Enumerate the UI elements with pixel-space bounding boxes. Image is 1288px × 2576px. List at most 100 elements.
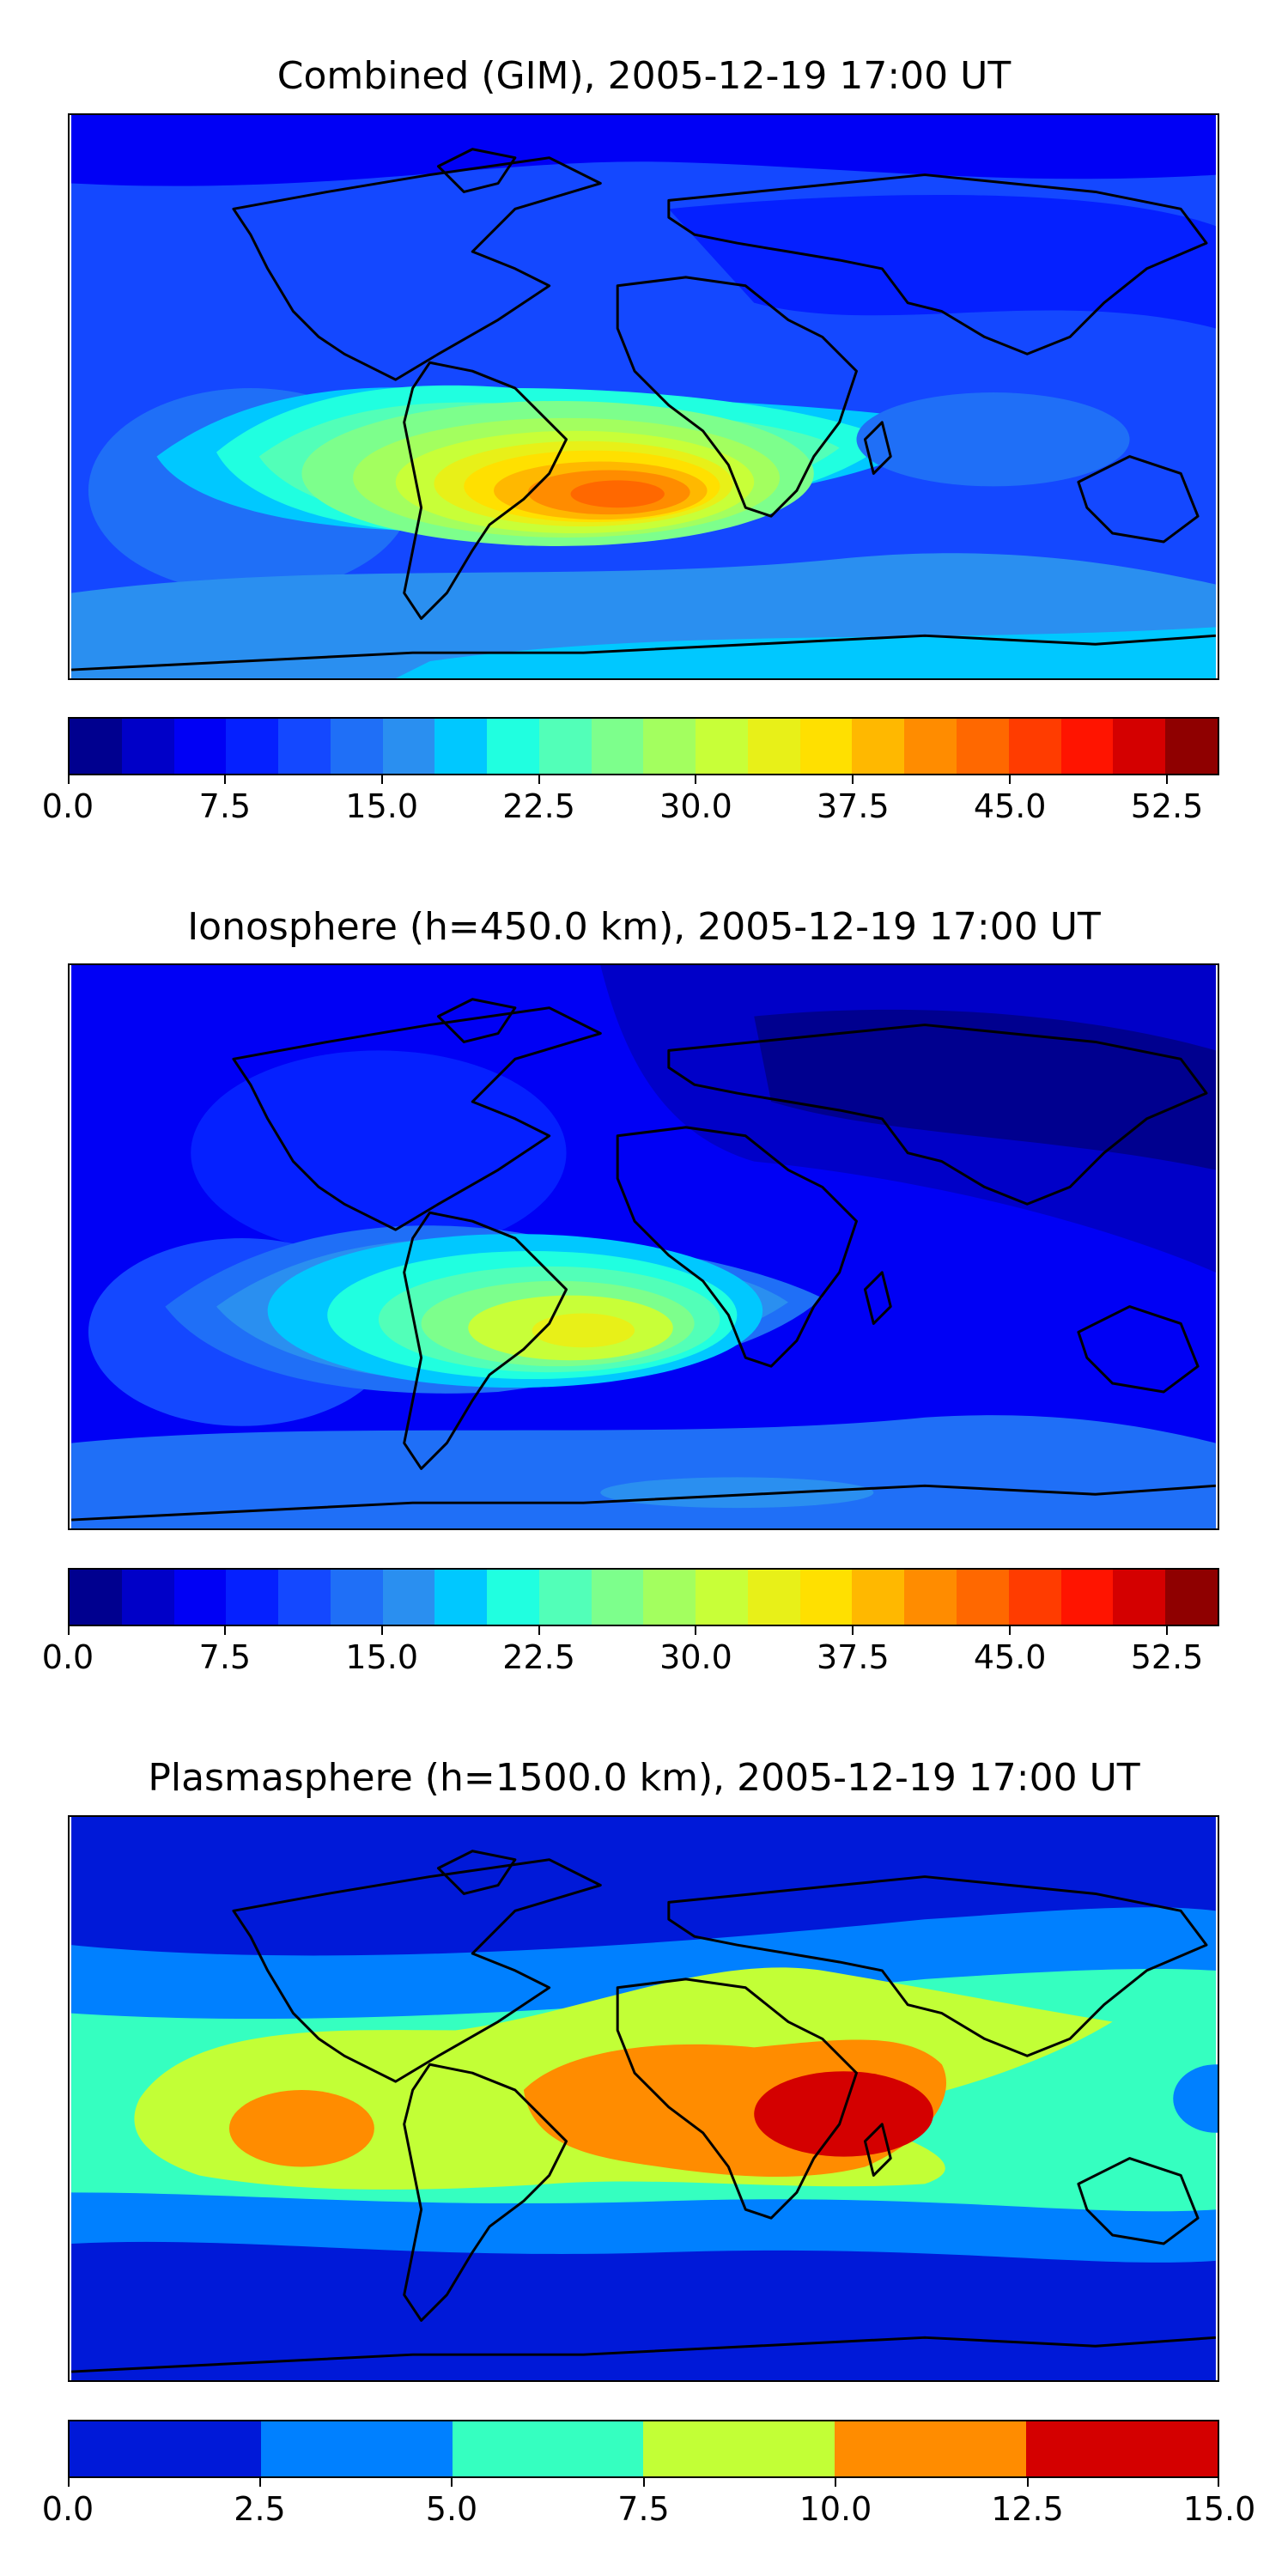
ionosphere-coastlines xyxy=(70,998,1217,1522)
ionosphere-colorbar-tick xyxy=(1166,1626,1169,1635)
plasmasphere-colorbar-segment xyxy=(452,2421,644,2476)
ionosphere-colorbar-tick xyxy=(380,1626,383,1635)
plasmasphere-colorbar xyxy=(68,2420,1219,2478)
plasmasphere-colorbar-tick xyxy=(258,2478,261,2487)
ionosphere-southern-ocean-band xyxy=(71,1415,1216,1528)
plasmasphere-map xyxy=(68,1815,1219,2382)
combined-colorbar-segment xyxy=(696,719,748,774)
ionosphere-colorbar-segment xyxy=(121,1570,174,1625)
combined-colorbar-tick xyxy=(1009,775,1012,784)
combined-colorbar-segment xyxy=(1165,719,1218,774)
plasmasphere-colorbar-tick-label: 15.0 xyxy=(1182,2490,1256,2528)
combined-asia-night-side xyxy=(668,195,1216,329)
ionosphere-title: Ionosphere (h=450.0 km), 2005-12-19 17:0… xyxy=(187,905,1101,949)
ionosphere-colorbar-tick-label: 7.5 xyxy=(198,1638,252,1676)
ionosphere-colorbar-segment xyxy=(434,1570,488,1625)
plasmasphere-colorbar-segment xyxy=(1026,2421,1218,2476)
plasmasphere-south-america-maximum xyxy=(228,2090,374,2167)
combined-map xyxy=(68,113,1219,680)
ionosphere-colorbar-segment xyxy=(799,1570,853,1625)
plasmasphere-colorbar-tick-label: 2.5 xyxy=(234,2490,286,2528)
plasmasphere-colorbar-tick-label: 7.5 xyxy=(617,2490,670,2528)
combined-colorbar-tick-label: 52.5 xyxy=(1130,787,1204,825)
combined-colorbar-tick xyxy=(1166,775,1169,784)
combined-colorbar-segment xyxy=(747,719,800,774)
ionosphere-south-atlantic-peak xyxy=(532,1313,635,1348)
ionosphere-colorbar-tick-label: 45.0 xyxy=(973,1638,1047,1676)
ionosphere-colorbar-segment xyxy=(382,1570,435,1625)
combined-colorbar xyxy=(68,717,1219,775)
combined-colorbar-segment xyxy=(799,719,853,774)
combined-colorbar-segment xyxy=(121,719,174,774)
combined-colorbar-ticks: 0.0 7.5 15.0 22.5 30.0 37.5 45.0 52.5 xyxy=(42,775,1219,827)
combined-colorbar-tick xyxy=(852,775,854,784)
ionosphere-colorbar-segment xyxy=(957,1570,1009,1625)
plasmasphere-colorbar-tick-label: 10.0 xyxy=(799,2490,872,2528)
plasmasphere-colorbar-segment xyxy=(260,2421,453,2476)
combined-north-polar-cap xyxy=(71,115,1216,186)
ionosphere-colorbar xyxy=(68,1568,1219,1626)
plasmasphere-coastlines xyxy=(70,1850,1217,2373)
ionosphere-colorbar-tick xyxy=(852,1626,854,1635)
ionosphere-colorbar-segment xyxy=(330,1570,383,1625)
ionosphere-colorbar-segment xyxy=(1008,1570,1061,1625)
plasmasphere-colorbar-ticks: 0.0 2.5 5.0 7.5 10.0 12.5 15.0 xyxy=(42,2478,1255,2530)
combined-colorbar-segment xyxy=(382,719,435,774)
combined-colorbar-tick xyxy=(68,775,70,784)
plasmasphere-colorbar-tick xyxy=(1026,2478,1029,2487)
ionosphere-colorbar-segment xyxy=(591,1570,644,1625)
combined-colorbar-tick-label: 7.5 xyxy=(198,787,252,825)
combined-colorbar-segment xyxy=(1008,719,1061,774)
plasmasphere-colorbar-tick xyxy=(451,2478,453,2487)
ionosphere-colorbar-tick xyxy=(538,1626,540,1635)
combined-colorbar-segment xyxy=(957,719,1009,774)
combined-colorbar-tick xyxy=(223,775,226,784)
plasmasphere-colorbar-tick xyxy=(1218,2478,1219,2487)
plasmasphere-colorbar-segment xyxy=(835,2421,1027,2476)
ionosphere-map xyxy=(68,963,1219,1530)
ionosphere-colorbar-segment xyxy=(904,1570,957,1625)
ionosphere-colorbar-segment xyxy=(1060,1570,1114,1625)
combined-title: Combined (GIM), 2005-12-19 17:00 UT xyxy=(276,54,1012,98)
combined-colorbar-tick-label: 30.0 xyxy=(659,787,732,825)
ionosphere-colorbar-segment xyxy=(173,1570,227,1625)
ionosphere-colorbar-tick xyxy=(1009,1626,1012,1635)
combined-colorbar-segment xyxy=(1060,719,1114,774)
ionosphere-colorbar-segment xyxy=(538,1570,592,1625)
combined-colorbar-segment xyxy=(904,719,957,774)
plasmasphere-colorbar-tick-label: 12.5 xyxy=(991,2490,1064,2528)
ionosphere-colorbar-tick-label: 15.0 xyxy=(345,1638,419,1676)
combined-colorbar-tick-label: 0.0 xyxy=(41,787,94,825)
ionosphere-colorbar-segment xyxy=(1113,1570,1166,1625)
ionosphere-colorbar-segment xyxy=(747,1570,800,1625)
combined-colorbar-segment xyxy=(487,719,539,774)
plasmasphere-colorbar-tick xyxy=(642,2478,645,2487)
ionosphere-colorbar-segment xyxy=(487,1570,539,1625)
ionosphere-colorbar-tick-label: 0.0 xyxy=(41,1638,94,1676)
ionosphere-colorbar-segment xyxy=(226,1570,279,1625)
plasmasphere-colorbar-tick xyxy=(835,2478,836,2487)
ionosphere-southern-ocean-inner xyxy=(600,1477,874,1509)
ionosphere-colorbar-tick xyxy=(695,1626,697,1635)
plasmasphere-east-pacific-minimum xyxy=(1173,2064,1218,2133)
ionosphere-colorbar-tick-label: 52.5 xyxy=(1130,1638,1204,1676)
ionosphere-colorbar-tick xyxy=(68,1626,70,1635)
combined-south-atlantic-peak xyxy=(570,480,665,508)
ionosphere-colorbar-segment xyxy=(1165,1570,1218,1625)
plasmasphere-colorbar-tick-label: 0.0 xyxy=(41,2490,94,2528)
ionosphere-colorbar-tick-label: 37.5 xyxy=(817,1638,890,1676)
plasmasphere-colorbar-tick xyxy=(68,2478,70,2487)
plasmasphere-title: Plasmasphere (h=1500.0 km), 2005-12-19 1… xyxy=(148,1756,1140,1800)
combined-colorbar-segment xyxy=(434,719,488,774)
ionosphere-colorbar-segment xyxy=(696,1570,748,1625)
combined-colorbar-segment xyxy=(226,719,279,774)
ionosphere-colorbar-segment xyxy=(278,1570,331,1625)
combined-colorbar-segment xyxy=(643,719,696,774)
ionosphere-colorbar-tick xyxy=(223,1626,226,1635)
ionosphere-asia-core xyxy=(754,1009,1216,1170)
ionosphere-colorbar-tick-label: 22.5 xyxy=(502,1638,575,1676)
combined-colorbar-tick-label: 45.0 xyxy=(973,787,1047,825)
plasmasphere-colorbar-segment xyxy=(643,2421,835,2476)
combined-colorbar-tick-label: 37.5 xyxy=(817,787,890,825)
combined-colorbar-segment xyxy=(538,719,592,774)
